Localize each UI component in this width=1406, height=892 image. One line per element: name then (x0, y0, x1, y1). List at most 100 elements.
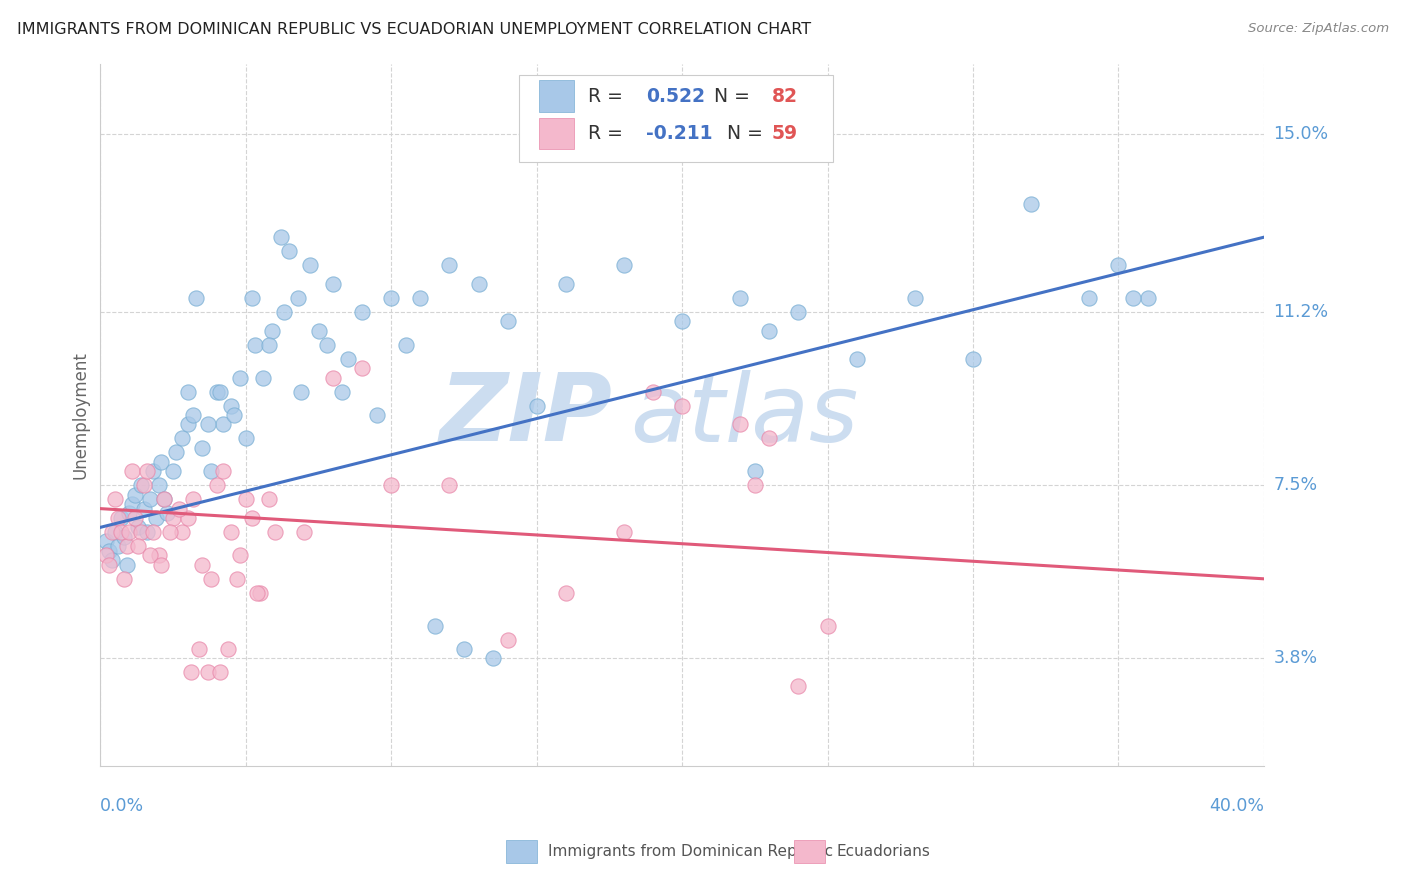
Point (127, 520, 149, 534)
Text: 40.0%: 40.0% (1209, 797, 1264, 814)
Point (395, 338, 418, 352)
Point (200, 464, 222, 478)
Point (104, 492, 127, 507)
Point (162, 464, 184, 478)
Text: 7.5%: 7.5% (1274, 476, 1317, 494)
Point (150, 455, 173, 469)
Point (352, 305, 374, 319)
Point (110, 511, 132, 525)
Point (439, 258, 461, 272)
Point (554, 586, 576, 600)
Point (129, 524, 152, 539)
Point (217, 642, 239, 657)
Text: 15.0%: 15.0% (1274, 125, 1329, 144)
Point (257, 492, 280, 507)
Point (787, 305, 810, 319)
Point (183, 408, 205, 422)
Point (98, 558, 121, 572)
Point (211, 464, 233, 478)
Point (246, 586, 269, 600)
Point (107, 511, 129, 525)
Point (176, 384, 198, 399)
Point (1136, 291, 1159, 305)
Point (124, 487, 146, 501)
Point (240, 291, 263, 305)
Point (278, 244, 301, 259)
Point (467, 277, 489, 291)
Point (758, 324, 780, 338)
Point (107, 539, 129, 553)
Point (482, 651, 505, 665)
Point (264, 524, 287, 539)
Point (153, 492, 176, 507)
Point (292, 524, 315, 539)
Point (613, 524, 636, 539)
Point (176, 511, 198, 525)
Point (211, 417, 233, 432)
Text: Source: ZipAtlas.com: Source: ZipAtlas.com (1249, 22, 1389, 36)
Text: 82: 82 (772, 87, 797, 106)
Point (139, 549, 162, 563)
Text: ZIP: ZIP (440, 369, 612, 461)
Text: R =: R = (588, 124, 628, 143)
Text: 0.0%: 0.0% (100, 797, 145, 814)
Point (132, 478, 155, 492)
Point (229, 549, 252, 563)
Point (453, 642, 475, 657)
Point (787, 680, 810, 694)
Point (170, 432, 193, 446)
Point (170, 524, 193, 539)
Point (112, 572, 135, 586)
Point (240, 511, 263, 525)
Point (112, 530, 135, 544)
Point (243, 338, 266, 352)
Point (139, 492, 162, 507)
Point (197, 417, 219, 432)
Text: 59: 59 (772, 124, 797, 143)
Point (1019, 197, 1042, 211)
Point (380, 478, 402, 492)
Point (180, 665, 202, 680)
Point (526, 399, 548, 413)
Point (613, 258, 636, 272)
Point (330, 384, 353, 399)
Point (153, 492, 176, 507)
Point (316, 338, 339, 352)
Point (219, 524, 242, 539)
Point (235, 492, 257, 507)
Point (671, 399, 693, 413)
Point (205, 478, 228, 492)
Point (188, 642, 211, 657)
Point (176, 417, 198, 432)
Point (671, 314, 693, 328)
Point (287, 291, 309, 305)
Point (115, 558, 138, 572)
Point (165, 445, 187, 459)
Point (409, 291, 432, 305)
FancyBboxPatch shape (519, 75, 834, 162)
Point (148, 549, 170, 563)
Point (229, 370, 252, 384)
Point (191, 441, 214, 455)
Point (118, 524, 141, 539)
Point (124, 511, 146, 525)
Point (121, 464, 143, 478)
Text: Ecuadorians: Ecuadorians (837, 845, 931, 859)
Text: 3.8%: 3.8% (1274, 649, 1317, 667)
Point (208, 384, 231, 399)
Point (249, 586, 271, 600)
Point (145, 511, 167, 525)
Point (96, 549, 118, 563)
Point (226, 572, 249, 586)
Point (142, 464, 165, 478)
Point (129, 478, 152, 492)
Point (127, 539, 149, 553)
Text: 0.522: 0.522 (645, 87, 704, 106)
Point (308, 324, 330, 338)
FancyBboxPatch shape (538, 118, 574, 149)
Point (904, 291, 927, 305)
Point (322, 370, 344, 384)
FancyBboxPatch shape (538, 80, 574, 112)
Point (380, 291, 402, 305)
Text: atlas: atlas (630, 369, 858, 460)
